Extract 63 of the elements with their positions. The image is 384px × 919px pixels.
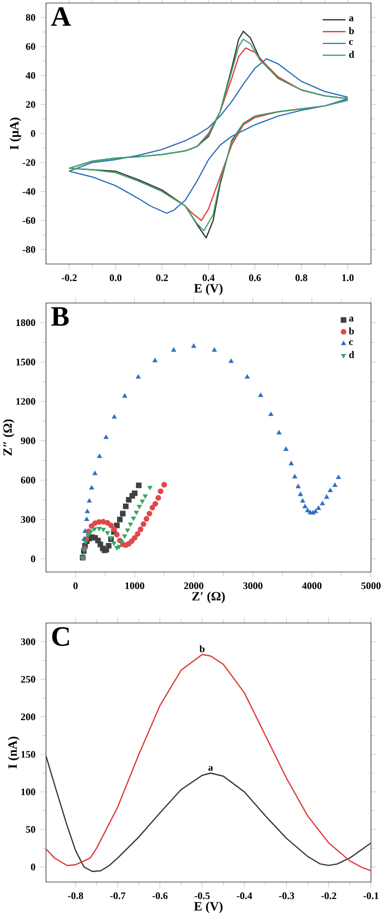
- x-tick-label: 2000: [184, 582, 204, 590]
- y-tick-label: 40: [26, 72, 36, 79]
- x-tick-label: 0.0: [110, 274, 122, 282]
- y-tick-label: 80: [26, 14, 36, 21]
- x-tick-label: -0.6: [152, 892, 168, 900]
- y-tick-label: 250: [21, 676, 36, 683]
- x-tick-label: 0.4: [202, 274, 215, 282]
- y-tick-label: 600: [20, 476, 36, 484]
- y-axis-title: I (nA): [8, 736, 20, 768]
- x-tick-label: 0: [73, 582, 78, 590]
- y-axis-title: I (μA): [10, 118, 22, 150]
- legend-label: d: [349, 351, 354, 358]
- y-tick-label: 20: [26, 101, 36, 108]
- legend-label: c: [349, 340, 353, 346]
- y-tick-label: 300: [20, 638, 36, 646]
- x-tick-label: -0.3: [279, 892, 294, 900]
- x-tick-label: -0.5: [194, 892, 210, 900]
- y-tick-label: 900: [20, 437, 36, 444]
- x-tick-label: 1.0: [342, 274, 354, 282]
- x-tick-label: 4000: [302, 582, 322, 590]
- y-tick-label: 60: [26, 43, 36, 50]
- legend-label: b: [348, 27, 354, 34]
- x-axis-title: Z′ (Ω): [192, 592, 225, 604]
- x-tick-label: 0.2: [156, 274, 168, 282]
- x-tick-label: -0.2: [321, 892, 336, 900]
- annotation: a: [208, 766, 213, 771]
- y-tick-label: 1500: [16, 358, 36, 366]
- x-tick-label: -0.2: [62, 274, 77, 282]
- y-tick-label: 1200: [16, 398, 36, 405]
- x-tick-label: -0.8: [68, 892, 84, 900]
- legend-label: a: [349, 16, 354, 22]
- y-tick-label: 200: [21, 713, 36, 720]
- chart-title: A: [51, 7, 71, 26]
- legend-label: c: [349, 40, 353, 45]
- x-tick-label: 1000: [125, 582, 144, 590]
- y-tick-label: 0: [30, 864, 36, 870]
- y-tick-label: -80: [22, 246, 36, 253]
- y-tick-label: -60: [22, 217, 36, 224]
- x-tick-label: 0.8: [295, 274, 308, 282]
- x-tick-label: -0.4: [236, 892, 252, 900]
- x-tick-label: 0.6: [249, 274, 261, 282]
- chart-title: C: [52, 627, 69, 646]
- y-tick-label: 0: [30, 130, 36, 137]
- x-axis-title: E (V): [194, 902, 223, 914]
- y-tick-label: -20: [22, 159, 36, 166]
- x-tick-label: 5000: [361, 582, 381, 590]
- x-tick-label: -0.7: [110, 892, 126, 900]
- x-axis-title: E (V): [194, 284, 223, 296]
- y-tick-label: 50: [26, 826, 36, 833]
- legend-label: b: [348, 327, 354, 334]
- y-tick-label: 0: [30, 555, 36, 562]
- y-tick-label: -40: [22, 188, 36, 195]
- x-tick-label: 3000: [243, 582, 262, 590]
- annotation: b: [200, 645, 205, 652]
- legend-label: d: [349, 50, 354, 58]
- legend-label: a: [349, 316, 354, 322]
- y-axis-title: Z″ (Ω): [2, 419, 14, 456]
- y-tick-label: 150: [21, 750, 36, 758]
- y-tick-label: 1800: [16, 319, 36, 326]
- chart-title: B: [51, 307, 69, 326]
- x-tick-label: -0.1: [363, 892, 378, 900]
- y-tick-label: 300: [20, 516, 36, 523]
- y-tick-label: 100: [21, 788, 36, 796]
